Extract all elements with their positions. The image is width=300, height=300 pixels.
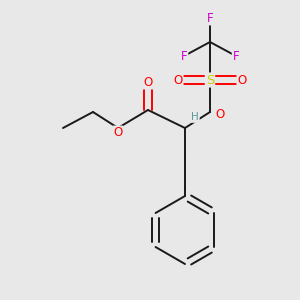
Text: F: F (207, 11, 213, 25)
Text: O: O (113, 127, 123, 140)
Text: O: O (143, 76, 153, 88)
Text: H: H (191, 112, 199, 122)
Text: F: F (233, 50, 239, 62)
Text: F: F (181, 50, 187, 62)
Text: O: O (215, 109, 225, 122)
Text: S: S (206, 74, 214, 86)
Text: O: O (237, 74, 247, 86)
Text: O: O (173, 74, 183, 86)
